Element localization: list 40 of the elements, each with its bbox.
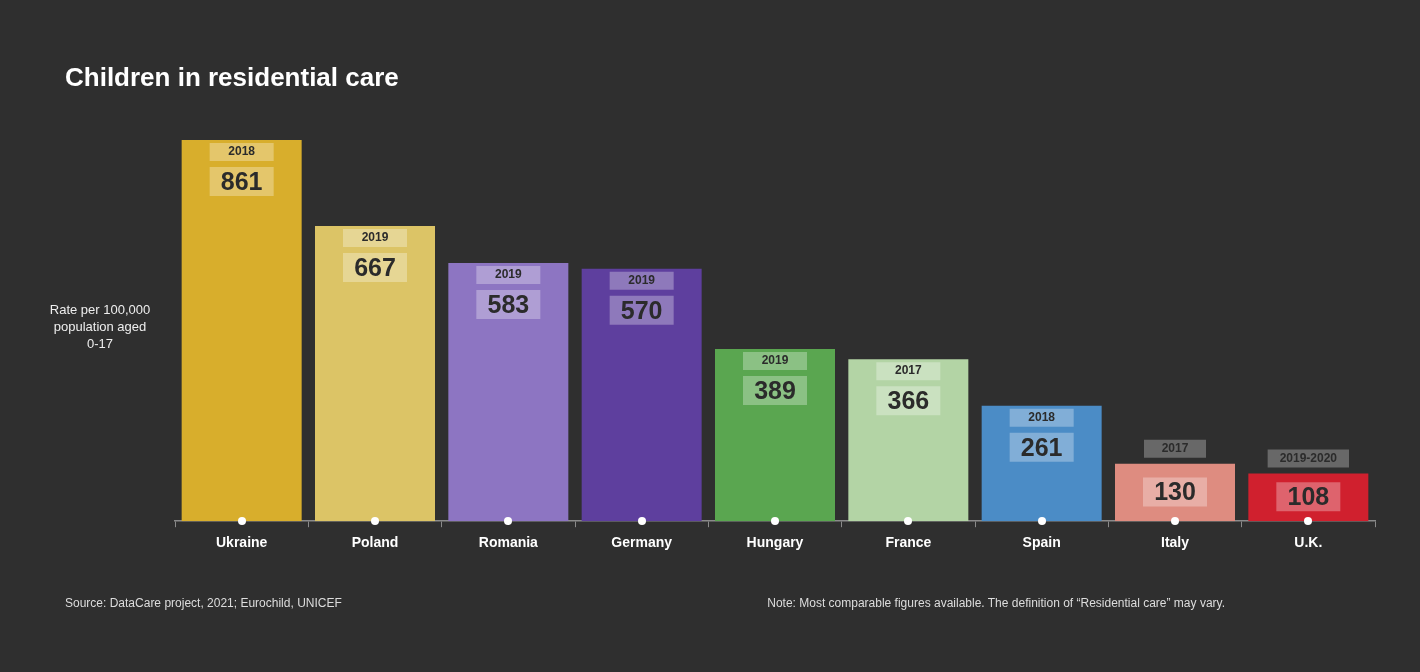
- annotation: 2019: [628, 273, 656, 288]
- x-tick-label: U.K.: [1294, 534, 1323, 551]
- bar: [1248, 473, 1369, 522]
- data-label: 366: [887, 386, 930, 415]
- bar: [581, 268, 702, 522]
- chart-title: Children in residential care: [65, 62, 399, 93]
- data-label: 570: [620, 295, 663, 324]
- x-tick-label: Hungary: [746, 534, 804, 551]
- annotation: 2017: [894, 363, 922, 378]
- x-tick-label: Italy: [1160, 534, 1190, 551]
- annotation: 2018: [1028, 409, 1056, 424]
- data-label: 108: [1287, 482, 1330, 511]
- data-label: 583: [487, 289, 530, 318]
- bar: [848, 359, 969, 522]
- annotation: 2019-2020: [1279, 450, 1338, 465]
- y-axis-title: Rate per 100,000 population aged 0-17: [48, 300, 152, 352]
- x-tick-label: Germany: [611, 534, 673, 551]
- x-tick-label: Poland: [351, 534, 399, 551]
- bar: [981, 405, 1102, 522]
- data-label: 861: [220, 166, 263, 195]
- annotation: 2017: [1161, 440, 1189, 455]
- data-label: 130: [1154, 477, 1196, 506]
- annotation: 2019: [361, 230, 389, 245]
- x-tick-label: Spain: [1022, 534, 1061, 551]
- annotation: 2019: [494, 267, 522, 282]
- x-tick-label: Romania: [478, 534, 539, 551]
- data-label: 389: [754, 375, 796, 404]
- annotation: 2019: [761, 353, 789, 368]
- bar: [181, 140, 302, 522]
- text: Note: Most comparable figures available. The definition of “Residential care” may vary.: [767, 596, 1225, 610]
- data-label: 261: [1020, 432, 1063, 461]
- bar: [715, 348, 835, 522]
- bar: [1115, 463, 1235, 522]
- x-tick-label: France: [885, 534, 932, 551]
- x-tick-label: Ukraine: [215, 534, 268, 551]
- bar: [315, 225, 435, 522]
- annotation: 2018: [228, 144, 256, 159]
- bar: [448, 263, 569, 522]
- source-note: Source: DataCare project, 2021; Eurochild, UNICEF: [65, 596, 342, 610]
- data-label: 667: [354, 252, 396, 281]
